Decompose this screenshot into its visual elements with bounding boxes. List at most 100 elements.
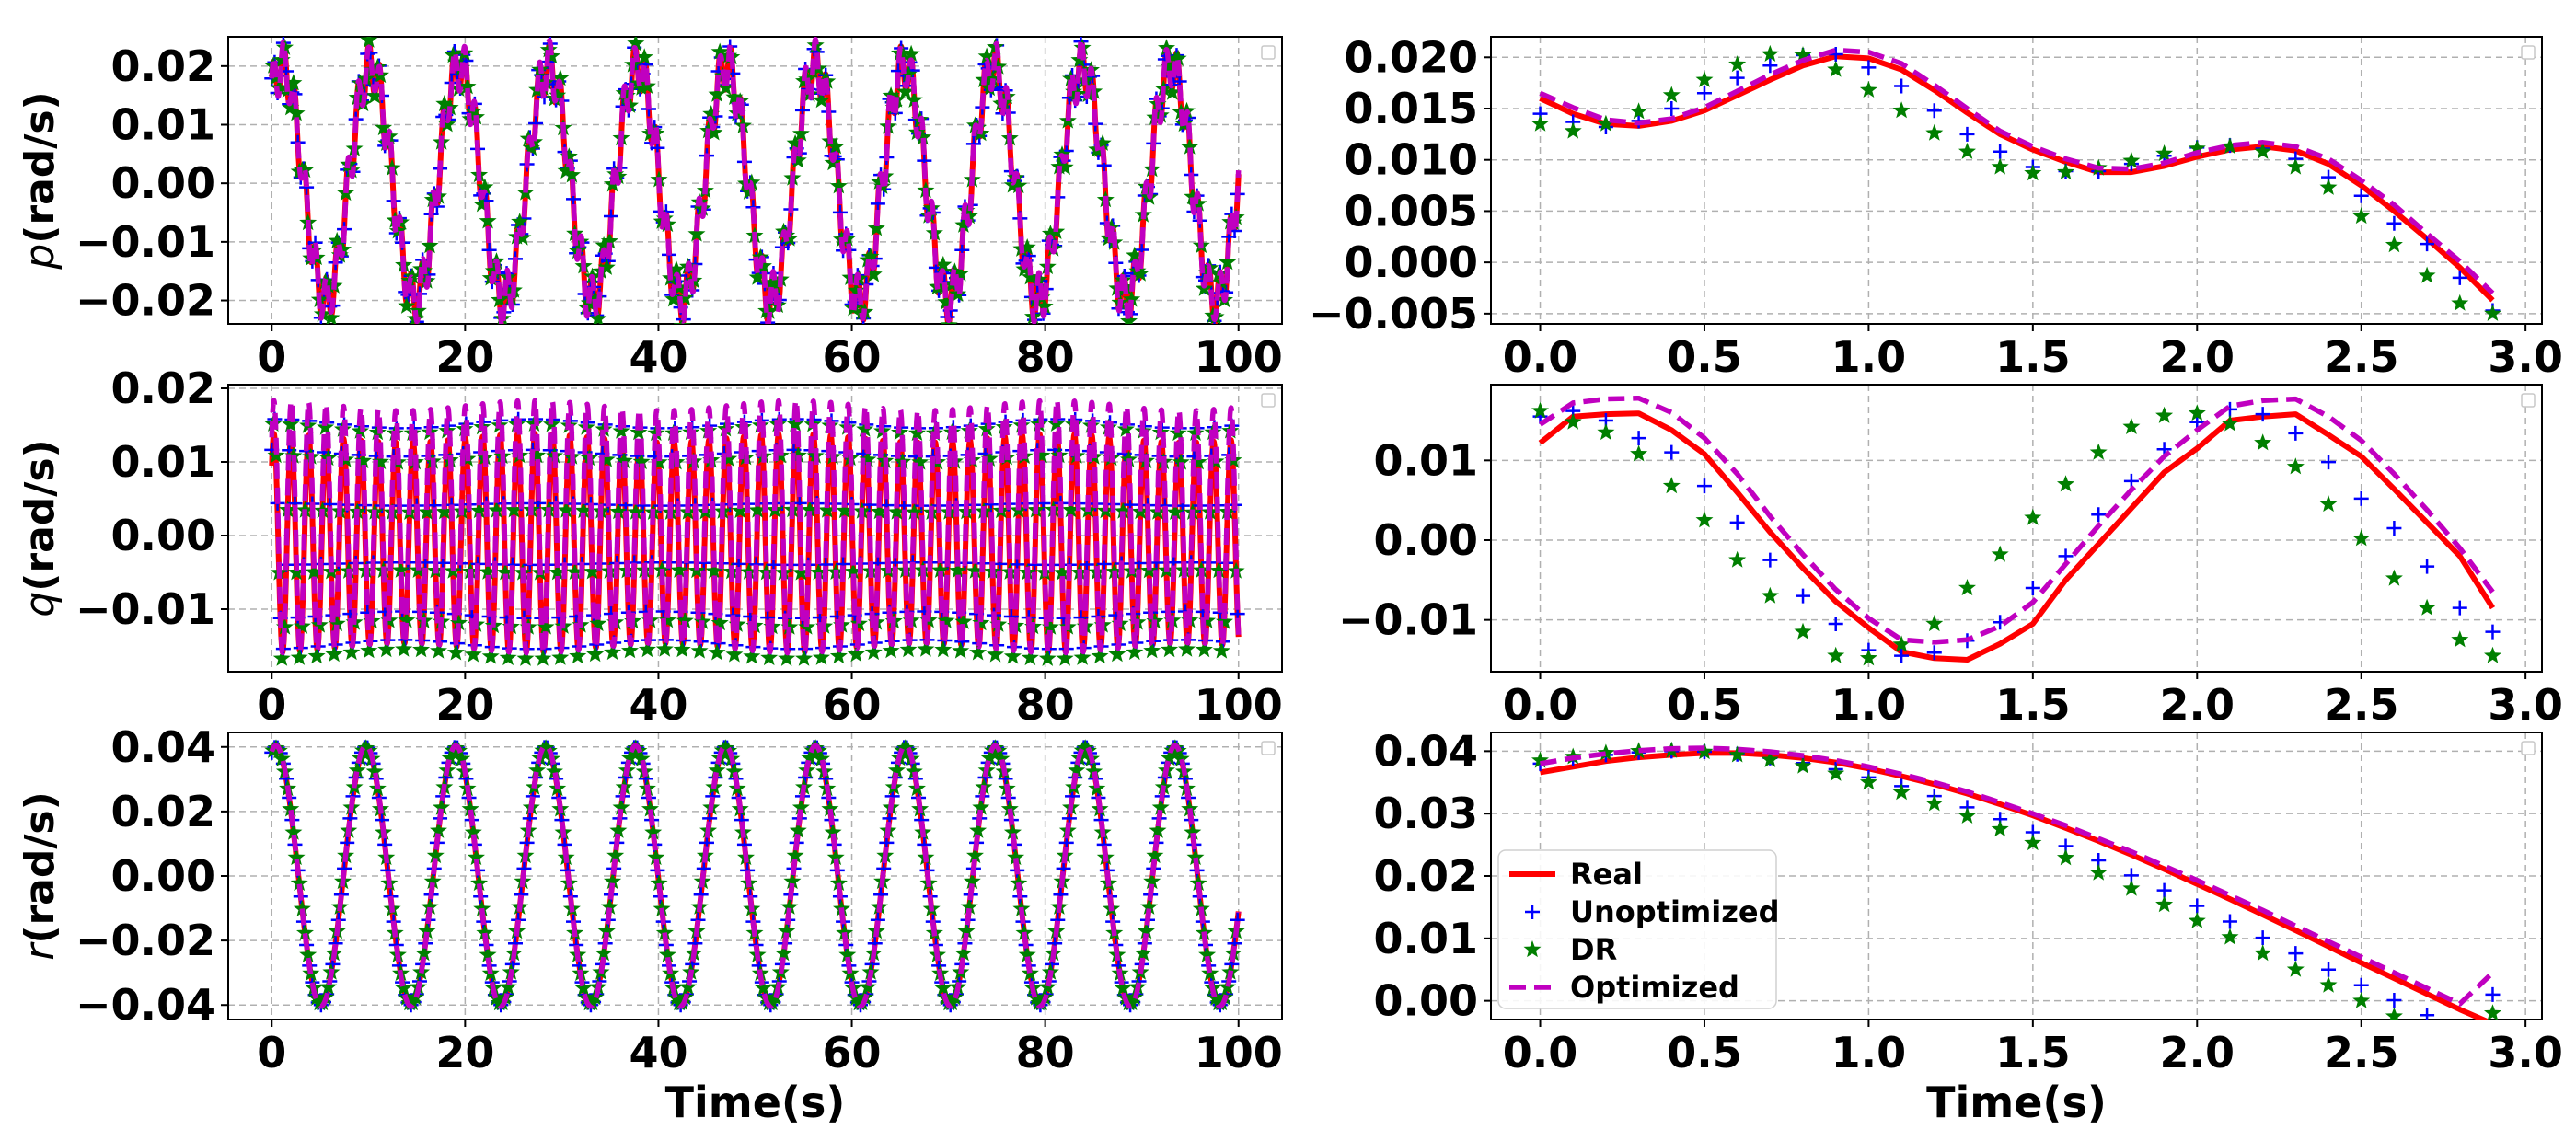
data-point-dr <box>2484 647 2501 663</box>
x-tick-label: 2.5 <box>2324 1028 2399 1078</box>
y-tick-label: 0.02 <box>111 787 216 836</box>
x-tick-label: 1.5 <box>1995 332 2071 382</box>
data-point-unoptimized <box>1927 103 1942 118</box>
data-point-dr <box>395 640 412 657</box>
y-tick-label: 0.00 <box>111 158 216 208</box>
data-point-dr <box>2122 880 2140 896</box>
data-point-dr <box>2254 944 2271 961</box>
y-tick-label: 0.02 <box>111 363 216 413</box>
data-point-unoptimized <box>1959 127 1974 142</box>
panel-p-full: 0 20 40 60 80 100−0.02−0.010.000.010.02p(rad/… <box>17 31 1283 382</box>
y-tick-label: 0.01 <box>111 437 216 487</box>
x-tick-label: 1.0 <box>1831 680 1907 730</box>
x-tick-label: 1.0 <box>1831 1028 1907 1078</box>
data-point-dr <box>2155 895 2173 912</box>
x-tick-label: 0 <box>257 332 286 382</box>
data-point-unoptimized <box>2189 899 2204 914</box>
series-optimized <box>1541 398 2493 642</box>
data-point-dr <box>586 645 604 662</box>
data-point-unoptimized <box>2485 987 2500 1002</box>
data-point-dr <box>2122 418 2140 434</box>
data-point-unoptimized <box>2386 521 2401 536</box>
data-point-dr <box>2155 407 2173 423</box>
data-point-dr <box>1795 623 1812 640</box>
x-tick-label: 0.0 <box>1503 1028 1578 1078</box>
legend-label-unoptimized: Unoptimized <box>1570 894 1779 929</box>
series-real <box>1541 413 2493 660</box>
empty-legend-box <box>1262 394 1275 407</box>
x-tick-label: 40 <box>629 332 687 382</box>
data-point-dr <box>2451 1036 2468 1053</box>
series-real <box>1541 56 2493 300</box>
data-point-dr <box>1762 587 1779 604</box>
legend-label-optimized: Optimized <box>1570 970 1739 1005</box>
data-point-unoptimized <box>2354 978 2369 993</box>
x-tick-label: 20 <box>435 1028 494 1078</box>
empty-legend-box <box>2522 742 2535 755</box>
y-axis-unit: (rad/s) <box>17 791 64 943</box>
data-point-dr <box>952 642 969 659</box>
data-point-unoptimized <box>2256 930 2270 945</box>
data-point-unoptimized <box>1796 589 1810 604</box>
x-axis-label: Time(s) <box>665 1078 846 1127</box>
y-tick-label: −0.01 <box>75 217 215 267</box>
data-point-dr <box>2287 961 2305 977</box>
data-point-unoptimized <box>2354 491 2369 506</box>
panel-p-zoom: 0.0 0.5 1.0 1.5 2.0 2.5 3.0−0.0050.0000.0050.0… <box>1309 32 2563 382</box>
x-tick-label: 100 <box>1195 332 1283 382</box>
y-axis-label: p(rad/s) <box>17 91 64 270</box>
x-tick-label: 2.0 <box>2160 680 2235 730</box>
data-point-dr <box>1827 647 1844 663</box>
y-axis-unit: (rad/s) <box>17 91 64 243</box>
data-point-unoptimized <box>2288 946 2303 961</box>
axes-frame <box>1491 37 2542 324</box>
data-point-dr <box>2419 1022 2436 1039</box>
data-point-dr <box>1663 477 1681 493</box>
x-tick-label: 0.5 <box>1667 1028 1742 1078</box>
data-point-dr <box>2320 495 2338 512</box>
y-tick-label: −0.01 <box>75 584 215 634</box>
x-tick-label: 0.0 <box>1503 332 1578 382</box>
y-tick-label: −0.005 <box>1309 289 1478 339</box>
data-point-unoptimized <box>1697 86 1712 100</box>
y-tick-label: 0.000 <box>1344 237 1478 287</box>
data-point-dr <box>2222 928 2239 945</box>
data-point-dr <box>1728 55 1746 72</box>
axes-frame <box>1491 385 2542 672</box>
data-point-dr <box>447 643 465 660</box>
y-tick-label: 0.015 <box>1344 84 1478 133</box>
data-point-unoptimized <box>1730 71 1745 86</box>
x-tick-label: 3.0 <box>2488 332 2563 382</box>
x-tick-label: 0.5 <box>1667 680 1742 730</box>
data-point-unoptimized <box>2386 993 2401 1008</box>
data-point-dr <box>2254 433 2271 450</box>
x-tick-label: 20 <box>435 332 494 382</box>
y-tick-label: −0.02 <box>75 276 215 326</box>
data-point-dr <box>1565 122 1582 139</box>
x-tick-label: 2.0 <box>2160 332 2235 382</box>
y-tick-label: 0.02 <box>111 41 216 91</box>
data-point-dr <box>2451 630 2468 647</box>
data-point-dr <box>2451 294 2468 311</box>
empty-legend-box <box>1262 742 1275 755</box>
x-tick-label: 2.5 <box>2324 332 2399 382</box>
data-point-dr <box>2320 179 2338 195</box>
panel-q-zoom: 0.0 0.5 1.0 1.5 2.0 2.5 3.0−0.010.000.01 <box>1338 385 2563 730</box>
panel-q-full: 0 20 40 60 80 100−0.010.000.010.02q(rad/s) <box>17 363 1283 730</box>
data-point-unoptimized <box>2420 559 2434 574</box>
y-tick-label: 0.01 <box>1374 435 1479 485</box>
data-point-unoptimized <box>1632 431 1646 445</box>
panel-r-full: 0 20 40 60 80 100 −0.04 −0.02 0.00 0.02 0.04 r(rad/… <box>17 722 1283 1078</box>
x-tick-label: 60 <box>823 332 882 382</box>
figure: 0 20 40 60 80 100−0.02−0.010.000.010.02p(rad/… <box>0 0 2576 1141</box>
x-axis-label: Time(s) <box>1926 1078 2107 1127</box>
series-line-real <box>1541 56 2493 300</box>
x-tick-label: 100 <box>1195 1028 1283 1078</box>
data-point-dr <box>2385 1008 2403 1024</box>
x-tick-label: 60 <box>823 680 882 730</box>
data-point-dr <box>1925 124 1943 141</box>
series-line-optimized <box>1541 51 2493 294</box>
y-axis-label: r(rad/s) <box>17 791 64 960</box>
data-point-unoptimized <box>2453 1021 2467 1036</box>
x-tick-label: 100 <box>1195 680 1283 730</box>
